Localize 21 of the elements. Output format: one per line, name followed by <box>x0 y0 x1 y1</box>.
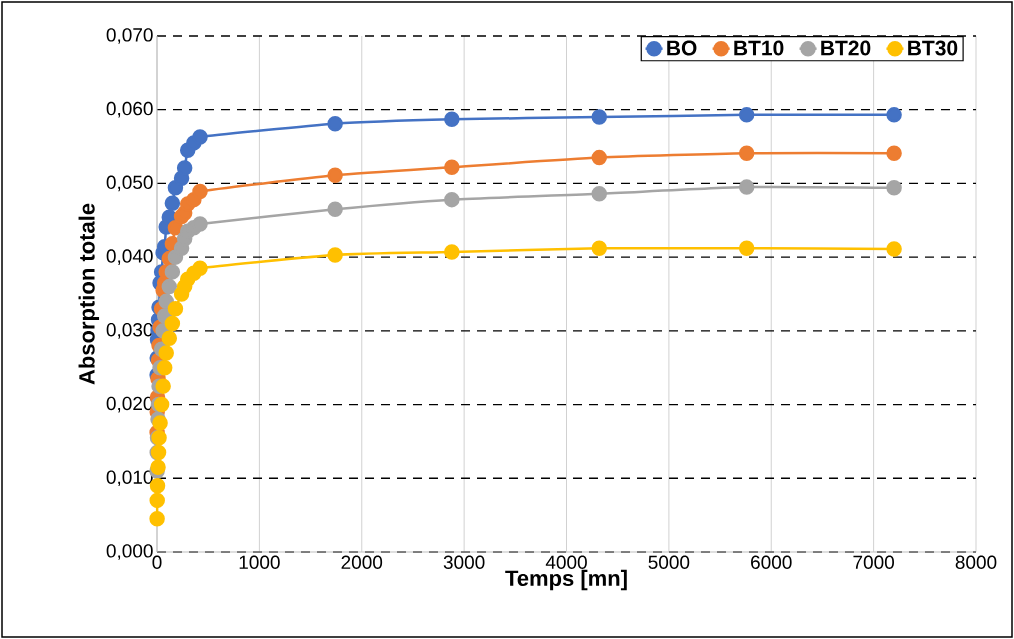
x-tick-label: 8000 <box>955 555 997 569</box>
legend-label: BT20 <box>821 40 871 56</box>
y-tick-label: 0,060 <box>106 101 153 118</box>
x-tick-label: 7000 <box>853 555 894 569</box>
y-axis-title: Absorption totale <box>78 203 100 385</box>
x-tick-label: 3000 <box>443 555 485 569</box>
legend-label: BO <box>667 40 697 56</box>
x-axis-title: Temps [mn] <box>505 569 627 591</box>
y-tick-label: 0,000 <box>106 544 153 560</box>
y-tick-label: 0,050 <box>106 175 153 192</box>
y-tick-label: 0,070 <box>106 28 153 44</box>
x-tick-label: 5000 <box>648 555 690 569</box>
x-tick-label: 0 <box>152 555 162 569</box>
y-tick-label: 0,040 <box>106 249 153 265</box>
y-tick-label: 0,010 <box>106 470 153 487</box>
x-tick-label: 4000 <box>545 555 587 569</box>
legend-label: BT10 <box>734 40 784 56</box>
x-tick-label: 1000 <box>239 555 280 569</box>
x-tick-label: 6000 <box>751 555 792 569</box>
x-tick-label: 2000 <box>341 555 383 569</box>
legend-label: BT30 <box>908 40 958 56</box>
